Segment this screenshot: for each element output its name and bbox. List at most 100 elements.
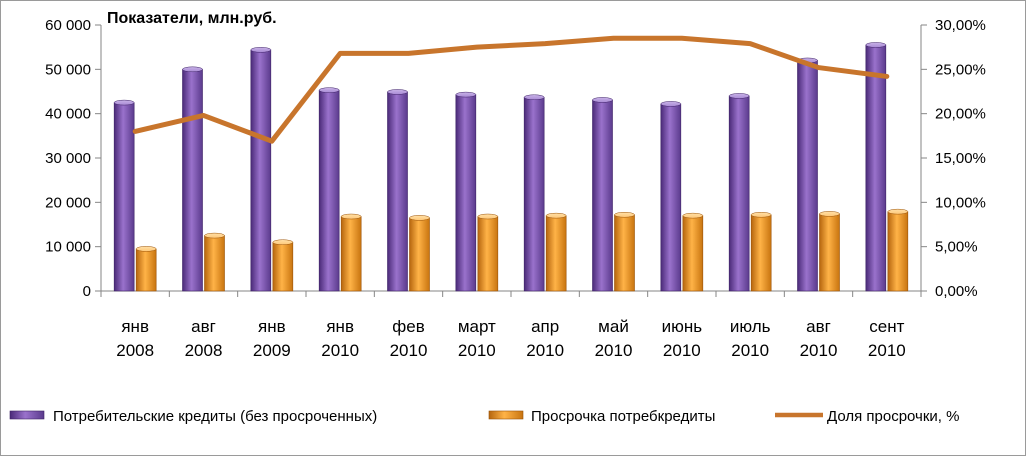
bar-overdue xyxy=(545,215,567,292)
bar-overdue xyxy=(204,235,225,292)
bar-overdue-cap xyxy=(477,213,499,220)
bar-overdue-cap xyxy=(682,212,704,219)
x-tick-label-month: янв xyxy=(326,317,354,336)
y-left-tick-label: 40 000 xyxy=(45,106,91,123)
legend-item-consumer-loans: Потребительские кредиты (без просроченны… xyxy=(9,408,377,425)
bar-consumer-loans xyxy=(660,103,682,292)
y-right-tick-label: 0,00% xyxy=(935,283,978,300)
legend-label-overdue-share: Доля просрочки, % xyxy=(827,408,959,425)
bar-overdue xyxy=(340,216,362,292)
bar-overdue xyxy=(272,241,294,292)
x-tick-label-year: 2010 xyxy=(800,341,838,360)
bar-consumer-loans xyxy=(113,102,135,292)
x-tick-label-month: авг xyxy=(191,317,216,336)
bar-consumer-loans-cap xyxy=(182,66,203,73)
bar-overdue xyxy=(409,217,430,292)
x-tick-label-year: 2010 xyxy=(321,341,359,360)
x-tick-label-year: 2010 xyxy=(526,341,564,360)
bar-overdue-cap xyxy=(750,211,772,218)
bar-consumer-loans xyxy=(797,60,818,292)
legend-item-overdue-share: Доля просрочки, % xyxy=(775,408,959,425)
bar-consumer-loans xyxy=(592,99,613,292)
y-right-tick-label: 5,00% xyxy=(935,239,978,256)
legend: Потребительские кредиты (без просроченны… xyxy=(9,408,959,425)
legend-swatch-consumer-loans xyxy=(9,410,45,420)
bar-consumer-loans xyxy=(455,94,477,292)
bar-consumer-loans-cap xyxy=(592,97,613,103)
bar-consumer-loans-cap xyxy=(113,99,135,106)
x-tick-label-year: 2009 xyxy=(253,341,291,360)
x-tick-label-month: янв xyxy=(258,317,286,336)
tick-marks xyxy=(95,24,927,297)
bar-overdue-cap xyxy=(545,212,567,219)
bar-overdue xyxy=(682,215,704,292)
y-left-tick-label: 50 000 xyxy=(45,61,91,78)
legend-label-overdue: Просрочка потребкредиты xyxy=(531,408,715,425)
bar-overdue xyxy=(750,214,772,292)
x-tick-label-year: 2010 xyxy=(868,341,906,360)
bar-overdue xyxy=(614,214,635,292)
x-tick-label-month: май xyxy=(598,317,629,336)
chart-title: Показатели, млн.руб. xyxy=(107,10,277,27)
bar-overdue-cap xyxy=(819,211,840,217)
x-tick-label-year: 2008 xyxy=(116,341,154,360)
x-tick-label-month: янв xyxy=(121,317,149,336)
line-series xyxy=(132,35,890,144)
bar-consumer-loans-cap xyxy=(387,89,408,95)
x-tick-label-month: март xyxy=(458,317,496,336)
x-tick-label-year: 2008 xyxy=(185,341,223,360)
bar-overdue xyxy=(477,216,499,292)
bar-overdue-cap xyxy=(135,246,157,252)
legend-label-consumer-loans: Потребительские кредиты (без просроченны… xyxy=(53,408,377,425)
y-right-tick-label: 10,00% xyxy=(935,194,986,211)
bar-consumer-loans-cap xyxy=(865,42,887,48)
x-tick-label-year: 2010 xyxy=(390,341,428,360)
bar-consumer-loans-cap xyxy=(318,87,340,93)
y-left-tick-label: 0 xyxy=(83,283,91,300)
bar-overdue xyxy=(819,213,840,292)
bar-consumer-loans xyxy=(387,91,408,292)
y-left-tick-label: 20 000 xyxy=(45,194,91,211)
bar-consumer-loans-cap xyxy=(455,91,477,98)
bar-consumer-loans xyxy=(865,44,887,292)
bar-consumer-loans-cap xyxy=(660,101,682,107)
bars xyxy=(113,42,909,292)
tick-labels: 0 10 000 20 000 30 000 40 000 50 000 60 000 0,0… xyxy=(45,17,986,360)
bar-consumer-loans-cap xyxy=(250,47,272,53)
x-tick-label-month: июнь xyxy=(662,317,703,336)
x-tick-label-month: апр xyxy=(531,317,559,336)
bar-consumer-loans xyxy=(728,95,750,292)
bar-consumer-loans xyxy=(250,49,272,292)
bar-overdue xyxy=(887,211,909,292)
x-tick-label-month: сент xyxy=(869,317,904,336)
bar-consumer-loans-cap xyxy=(523,94,545,101)
bar-consumer-loans xyxy=(523,96,545,292)
bar-overdue xyxy=(135,248,157,292)
y-left-tick-label: 30 000 xyxy=(45,150,91,167)
bar-consumer-loans xyxy=(318,89,340,292)
bar-consumer-loans xyxy=(182,69,203,292)
bar-overdue-cap xyxy=(272,239,294,245)
bar-overdue-cap xyxy=(340,213,362,220)
bar-overdue-cap xyxy=(887,208,909,215)
x-tick-label-year: 2010 xyxy=(595,341,633,360)
y-right-tick-label: 30,00% xyxy=(935,17,986,34)
x-tick-label-year: 2010 xyxy=(731,341,769,360)
x-tick-label-month: фев xyxy=(392,317,424,336)
bar-consumer-loans-cap xyxy=(728,93,750,99)
y-right-tick-label: 20,00% xyxy=(935,106,986,123)
line-overdue-share xyxy=(132,35,890,144)
y-left-tick-label: 60 000 xyxy=(45,17,91,34)
bar-overdue-cap xyxy=(204,232,225,239)
y-right-tick-label: 15,00% xyxy=(935,150,986,167)
x-tick-label-year: 2010 xyxy=(663,341,701,360)
legend-item-overdue: Просрочка потребкредиты xyxy=(488,408,715,425)
bar-overdue-cap xyxy=(614,211,635,218)
y-right-tick-label: 25,00% xyxy=(935,61,986,78)
y-left-tick-label: 10 000 xyxy=(45,239,91,256)
legend-swatch-overdue xyxy=(488,410,524,420)
x-tick-label-month: авг xyxy=(806,317,831,336)
bar-overdue-cap xyxy=(409,215,430,221)
